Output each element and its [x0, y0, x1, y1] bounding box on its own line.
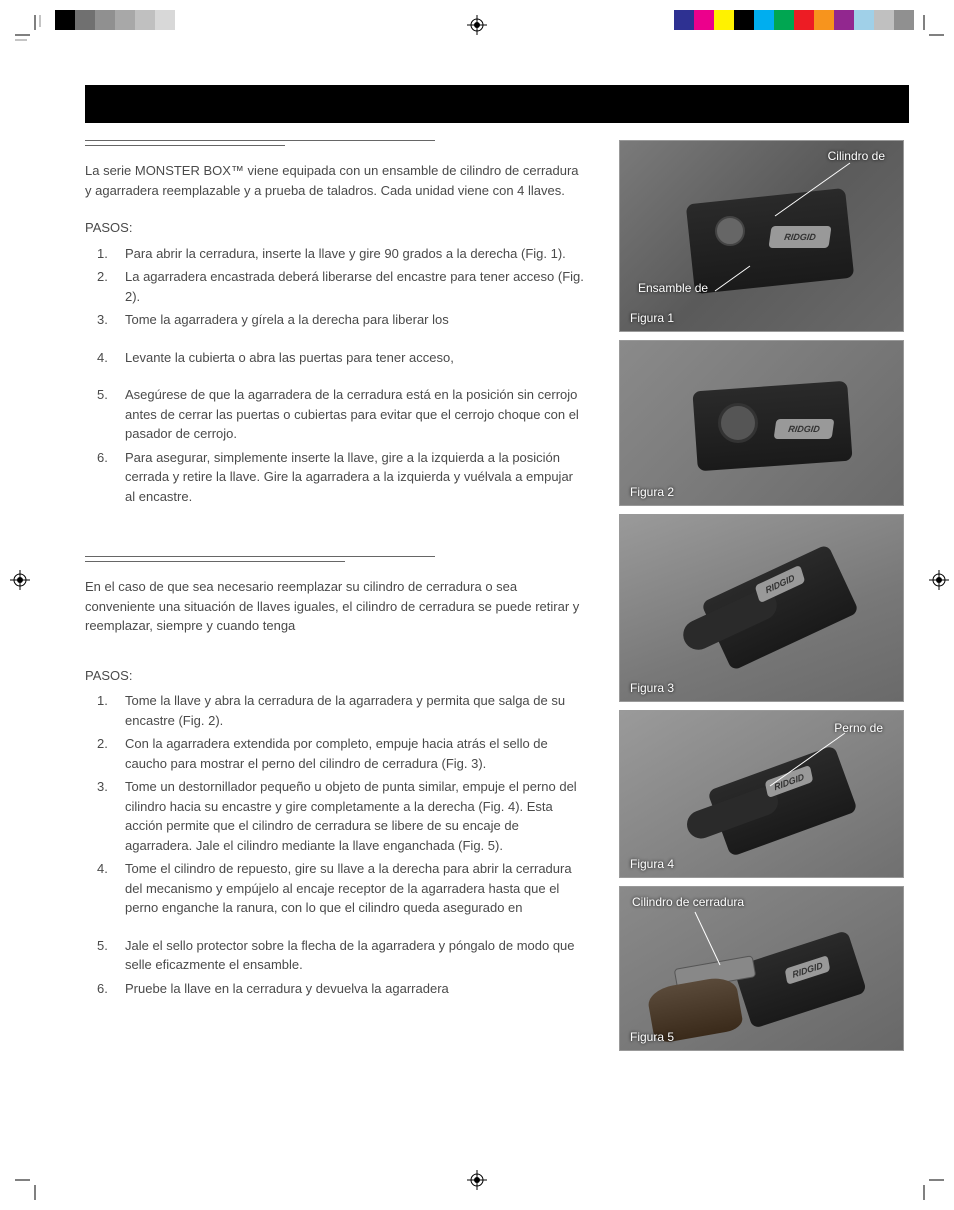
- figure-4: RIDGID Perno de Figura 4: [619, 710, 904, 878]
- color-swatch: [734, 10, 754, 30]
- step-number: 5.: [97, 385, 108, 405]
- step-item: 6.Pruebe la llave en la cerradura y devu…: [125, 979, 585, 999]
- registration-target-top: [467, 15, 487, 40]
- reg-swatches-right: [674, 10, 914, 30]
- step-number: 4.: [97, 348, 108, 368]
- color-swatch: [894, 10, 914, 30]
- color-swatch: [75, 10, 95, 30]
- color-swatch: [854, 10, 874, 30]
- step-number: 1.: [97, 244, 108, 264]
- pasos-label: PASOS:: [85, 666, 585, 686]
- color-swatch: [774, 10, 794, 30]
- crop-mark-bl: [15, 1170, 45, 1200]
- step-number: 3.: [97, 777, 108, 797]
- registration-target-bottom: [467, 1170, 487, 1195]
- color-swatch: [55, 10, 75, 30]
- reg-swatches-left: [55, 10, 215, 30]
- registration-marks: [0, 10, 954, 40]
- step-item: 5.Jale el sello protector sobre la flech…: [125, 936, 585, 975]
- color-swatch: [754, 10, 774, 30]
- registration-target-right: [929, 570, 949, 595]
- step-text: Para abrir la cerradura, inserte la llav…: [125, 246, 566, 261]
- color-swatch: [714, 10, 734, 30]
- step-item: 3.Tome un destornillador pequeño u objet…: [125, 777, 585, 855]
- section2: En el caso de que sea necesario reemplaz…: [85, 556, 585, 998]
- section1-intro: La serie MONSTER BOX™ viene equipada con…: [85, 161, 585, 200]
- annotation-ensamble: Ensamble de: [638, 281, 708, 295]
- step-item: 5.Asegúrese de que la agarradera de la c…: [125, 385, 585, 444]
- figure-2: RIDGID Figura 2: [619, 340, 904, 506]
- section1-steps: 1. Para abrir la cerradura, inserte la ll…: [85, 244, 585, 507]
- color-swatch: [834, 10, 854, 30]
- divider: [85, 145, 285, 146]
- step-text: Levante la cubierta o abra las puertas p…: [125, 350, 454, 365]
- divider: [85, 140, 435, 141]
- step-text: Pruebe la llave en la cerradura y devuel…: [125, 981, 449, 996]
- step-text: Tome la llave y abra la cerradura de la …: [125, 693, 565, 728]
- step-number: 3.: [97, 310, 108, 330]
- ridgid-logo: RIDGID: [774, 419, 835, 439]
- color-swatch: [874, 10, 894, 30]
- figure-label: Figura 3: [630, 681, 674, 695]
- figure-label: Figura 2: [630, 485, 674, 499]
- step-number: 1.: [97, 691, 108, 711]
- figure-label: Figura 1: [630, 311, 674, 325]
- color-swatch: [694, 10, 714, 30]
- section2-intro: En el caso de que sea necesario reemplaz…: [85, 577, 585, 636]
- color-swatch: [175, 10, 195, 30]
- figure-label: Figura 5: [630, 1030, 674, 1044]
- annotation-perno: Perno de: [834, 721, 883, 735]
- step-item: 1.Para abrir la cerradura, inserte la ll…: [125, 244, 585, 264]
- step-number: 4.: [97, 859, 108, 879]
- header-black-bar: [85, 85, 909, 123]
- step-text: Tome el cilindro de repuesto, gire su ll…: [125, 861, 572, 915]
- step-item: 4.Levante la cubierta o abra las puertas…: [125, 348, 585, 368]
- figure-5: RIDGID Cilindro de cerradura Figura 5: [619, 886, 904, 1051]
- step-item: 4.Tome el cilindro de repuesto, gire su …: [125, 859, 585, 918]
- color-swatch: [155, 10, 175, 30]
- step-item: 6.Para asegurar, simplemente inserte la …: [125, 448, 585, 507]
- step-item: 1.Tome la llave y abra la cerradura de l…: [125, 691, 585, 730]
- step-number: 5.: [97, 936, 108, 956]
- step-text: Asegúrese de que la agarradera de la cer…: [125, 387, 579, 441]
- registration-target-left: [10, 570, 30, 595]
- step-item: 2.Con la agarradera extendida por comple…: [125, 734, 585, 773]
- crop-mark-tl: [15, 15, 45, 45]
- annotation-cilindro-cerradura: Cilindro de cerradura: [632, 895, 744, 909]
- divider: [85, 561, 345, 562]
- color-swatch: [814, 10, 834, 30]
- figure-1: RIDGID Cilindro de Ensamble de Figura 1: [619, 140, 904, 332]
- main-content: La serie MONSTER BOX™ viene equipada con…: [85, 140, 585, 1002]
- step-text: Jale el sello protector sobre la flecha …: [125, 938, 575, 973]
- step-text: Tome un destornillador pequeño u objeto …: [125, 779, 577, 853]
- pasos-label: PASOS:: [85, 218, 585, 238]
- step-text: Con la agarradera extendida por completo…: [125, 736, 548, 771]
- step-item: 3.Tome la agarradera y gírela a la derec…: [125, 310, 585, 330]
- crop-mark-br: [914, 1170, 944, 1200]
- section2-steps: 1. Tome la llave y abra la cerradura de l…: [85, 691, 585, 998]
- color-swatch: [135, 10, 155, 30]
- step-text: Tome la agarradera y gírela a la derecha…: [125, 312, 449, 327]
- color-swatch: [674, 10, 694, 30]
- annotation-cilindro: Cilindro de: [828, 149, 885, 163]
- color-swatch: [95, 10, 115, 30]
- step-number: 6.: [97, 979, 108, 999]
- step-item: 2.La agarradera encastrada deberá libera…: [125, 267, 585, 306]
- step-number: 2.: [97, 267, 108, 287]
- color-swatch: [195, 10, 215, 30]
- figures-column: RIDGID Cilindro de Ensamble de Figura 1 …: [619, 140, 904, 1059]
- step-text: La agarradera encastrada deberá liberars…: [125, 269, 584, 304]
- step-number: 2.: [97, 734, 108, 754]
- color-swatch: [794, 10, 814, 30]
- step-number: 6.: [97, 448, 108, 468]
- crop-mark-tr: [914, 15, 944, 45]
- divider: [85, 556, 435, 557]
- figure-3: RIDGID Figura 3: [619, 514, 904, 702]
- color-swatch: [115, 10, 135, 30]
- figure-label: Figura 4: [630, 857, 674, 871]
- step-text: Para asegurar, simplemente inserte la ll…: [125, 450, 573, 504]
